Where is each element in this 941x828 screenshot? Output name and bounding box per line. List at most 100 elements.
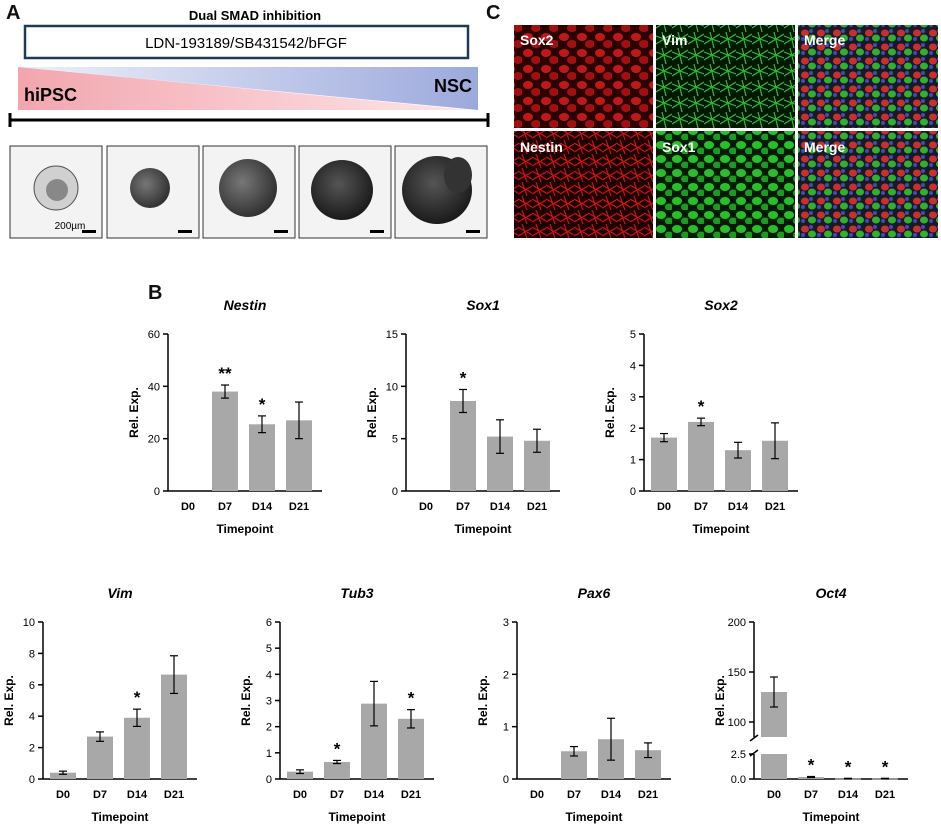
chart-pax6-y-tick-label-1: 1 xyxy=(503,722,509,734)
chart-vim-x-tick-label-2: D14 xyxy=(127,789,148,801)
chart-oct4-significance-3: * xyxy=(882,757,889,776)
chart-sox2-x-tick-label-3: D21 xyxy=(765,501,785,513)
if-merge-row1 xyxy=(798,25,938,128)
chart-oct4-x-axis-label: Timepoint xyxy=(802,810,859,824)
chart-sox1-y-tick-label-0: 0 xyxy=(392,486,398,498)
scale-bar-label: 200µm xyxy=(55,221,86,232)
chart-sox1-x-axis-label: Timepoint xyxy=(454,522,511,536)
chart-sox1-title: Sox1 xyxy=(466,297,500,313)
chart-nestin-bar-1 xyxy=(212,391,238,491)
panel-letter-a: A xyxy=(6,2,21,24)
chart-pax6-x-tick-label-1: D7 xyxy=(567,789,581,801)
chart-vim-y-axis-label: Rel. Exp. xyxy=(2,675,16,726)
chart-vim-y-tick-label-5: 10 xyxy=(23,617,35,629)
chart-vim-title: Vim xyxy=(107,585,132,601)
chart-sox1-y-tick-label-3: 15 xyxy=(386,329,398,341)
spheroid-day7 xyxy=(130,168,170,208)
chart-tub3-x-tick-label-0: D0 xyxy=(293,789,307,801)
nsc-gradient-wedge xyxy=(18,67,478,110)
chart-sox2-x-tick-label-2: D14 xyxy=(728,501,749,513)
chart-nestin-x-axis-label: Timepoint xyxy=(216,522,273,536)
chart-sox2-bar-0 xyxy=(651,437,677,491)
chart-tub3-y-tick-label-2: 2 xyxy=(266,722,272,734)
if-label-merge-2: Merge xyxy=(804,139,845,155)
if-label-sox2: Sox2 xyxy=(520,32,554,48)
chart-sox1-y-axis-label: Rel. Exp. xyxy=(365,387,379,438)
chart-tub3-bar-0 xyxy=(287,771,313,779)
scale-bar-2 xyxy=(178,230,192,233)
chart-vim-y-tick-label-2: 4 xyxy=(29,711,35,723)
chart-vim-y-tick-label-1: 2 xyxy=(29,743,35,755)
if-nestin xyxy=(514,131,653,238)
chart-sox2-x-axis-label: Timepoint xyxy=(692,522,749,536)
chart-oct4-axis-break-mark-1 xyxy=(749,734,759,742)
chart-oct4-bar-lower-0 xyxy=(761,754,787,779)
chart-pax6-y-tick-label-2: 2 xyxy=(503,669,509,681)
chart-sox1-x-tick-label-2: D14 xyxy=(490,501,511,513)
chart-tub3-bar-1 xyxy=(324,761,350,779)
chart-tub3-significance-3: * xyxy=(408,689,415,708)
if-sox2 xyxy=(514,25,653,128)
if-vim xyxy=(656,25,795,128)
chart-pax6-y-axis-label: Rel. Exp. xyxy=(476,675,490,726)
chart-oct4-title: Oct4 xyxy=(815,585,846,601)
chart-pax6-x-tick-label-0: D0 xyxy=(530,789,544,801)
chart-sox2-y-tick-label-1: 1 xyxy=(630,455,636,467)
chart-vim-y-tick-label-4: 8 xyxy=(29,648,35,660)
hipsc-label: hiPSC xyxy=(24,85,77,105)
chart-tub3-x-tick-label-1: D7 xyxy=(330,789,344,801)
media-box-label: LDN-193189/SB431542/bFGF xyxy=(145,35,347,52)
chart-sox1-x-tick-label-1: D7 xyxy=(456,501,470,513)
chart-pax6-y-tick-label-0: 0 xyxy=(503,774,509,786)
chart-sox1-y-tick-label-1: 5 xyxy=(392,434,398,446)
chart-sox2-bar-1 xyxy=(688,421,714,491)
if-label-vim: Vim xyxy=(662,32,687,48)
chart-tub3-y-tick-label-3: 3 xyxy=(266,696,272,708)
chart-sox1-x-tick-label-0: D0 xyxy=(419,501,433,513)
chart-vim-x-axis-label: Timepoint xyxy=(91,810,148,824)
chart-sox2-y-tick-label-5: 5 xyxy=(630,329,636,341)
chart-sox2-y-tick-label-3: 3 xyxy=(630,392,636,404)
chart-oct4-x-tick-label-3: D21 xyxy=(875,789,895,801)
chart-nestin-significance-2: * xyxy=(259,395,266,414)
chart-tub3-title: Tub3 xyxy=(340,585,373,601)
chart-sox2-y-tick-label-2: 2 xyxy=(630,423,636,435)
chart-tub3-y-axis-label: Rel. Exp. xyxy=(239,675,253,726)
if-label-sox1: Sox1 xyxy=(662,139,696,155)
chart-oct4-x-tick-label-2: D14 xyxy=(838,789,859,801)
chart-oct4-x-tick-label-1: D7 xyxy=(804,789,818,801)
chart-tub3-x-tick-label-3: D21 xyxy=(401,789,421,801)
panel-c-immunofluorescence: Sox2 Vim Merge Nestin Sox1 Merge xyxy=(514,25,938,238)
hipsc-gradient-wedge xyxy=(18,67,470,110)
chart-sox2-significance-1: * xyxy=(698,397,705,416)
chart-nestin-y-axis-label: Rel. Exp. xyxy=(127,387,141,438)
chart-oct4-x-tick-label-0: D0 xyxy=(767,789,781,801)
chart-pax6-x-tick-label-2: D14 xyxy=(601,789,622,801)
if-sox1 xyxy=(656,131,795,238)
scale-bar-1 xyxy=(82,230,96,233)
chart-vim-bar-0 xyxy=(50,772,76,779)
chart-vim-x-tick-label-3: D21 xyxy=(164,789,184,801)
chart-oct4-y-tick-upper-label-0: 100 xyxy=(728,717,746,729)
chart-pax6-x-tick-label-3: D21 xyxy=(638,789,658,801)
chart-sox1-y-tick-label-2: 10 xyxy=(386,381,398,393)
chart-nestin-y-tick-label-0: 0 xyxy=(154,486,160,498)
spheroid-day0-core xyxy=(46,179,68,201)
chart-tub3-y-tick-label-0: 0 xyxy=(266,774,272,786)
chart-sox1-x-tick-label-3: D21 xyxy=(527,501,547,513)
chart-oct4-y-tick-lower-label-0: 0.0 xyxy=(731,774,746,786)
chart-tub3-y-tick-label-5: 5 xyxy=(266,643,272,655)
media-box xyxy=(23,24,470,60)
chart-vim-significance-2: * xyxy=(134,688,141,707)
chart-sox2-y-tick-label-0: 0 xyxy=(630,486,636,498)
chart-vim-x-tick-label-1: D7 xyxy=(93,789,107,801)
chart-nestin-x-tick-label-3: D21 xyxy=(289,501,309,513)
if-label-merge-1: Merge xyxy=(804,32,845,48)
chart-nestin-x-tick-label-1: D7 xyxy=(218,501,232,513)
chart-nestin-x-tick-label-0: D0 xyxy=(181,501,195,513)
nsc-label: NSC xyxy=(434,76,472,96)
chart-tub3-significance-1: * xyxy=(334,739,341,758)
chart-vim-y-tick-label-3: 6 xyxy=(29,680,35,692)
panel-letter-b: B xyxy=(148,282,163,304)
